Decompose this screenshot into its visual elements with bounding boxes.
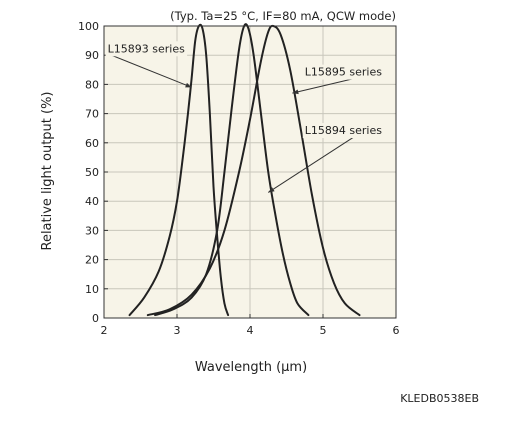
annotation-arrows [111,54,355,193]
leader-arrowhead-l15895-series [292,89,299,95]
leader-line-l15894-series [267,136,355,193]
series-label-l15893-series: L15893 series [108,42,185,55]
leader-arrowhead-l15893-series [185,82,192,88]
x-tick-label-6: 6 [393,324,400,337]
series-label-backdrop-l15895-series [302,64,385,80]
measurement-condition-note: (Typ. Ta=25 °C, IF=80 mA, QCW mode) [170,9,396,23]
x-tick-label-5: 5 [320,324,327,337]
series-label-backdrop-l15893-series [105,41,188,57]
y-tick-label-50: 50 [85,166,99,179]
y-tick-label-10: 10 [85,283,99,296]
leader-line-l15893-series [111,54,192,88]
series-line-l15893-series [128,23,230,317]
series-label-backdrop-l15894-series [302,123,385,139]
x-axis-title: Wavelength (μm) [195,360,307,375]
series-label-l15895-series: L15895 series [305,66,382,79]
x-tick-label-4: 4 [247,324,254,337]
figure-code: KLEDB0538EB [400,392,479,405]
x-tick-label-2: 2 [101,324,108,337]
y-tick-label-0: 0 [92,312,99,325]
y-axis-title: Relative light output (%) [40,91,55,250]
y-tick-label-70: 70 [85,108,99,121]
y-tick-label-60: 60 [85,137,99,150]
series-annotations: L15893 series L15895 series L15894 series [105,41,385,139]
leader-line-l15895-series [292,78,354,94]
y-tick-label-80: 80 [85,78,99,91]
y-tick-label-90: 90 [85,49,99,62]
y-tick-label-20: 20 [85,254,99,267]
y-tick-label-100: 100 [78,20,99,33]
y-tick-label-40: 40 [85,195,99,208]
series-label-l15894-series: L15894 series [305,124,382,137]
y-tick-label-30: 30 [85,224,99,237]
x-tick-label-3: 3 [174,324,181,337]
leader-arrowhead-l15894-series [268,187,275,193]
